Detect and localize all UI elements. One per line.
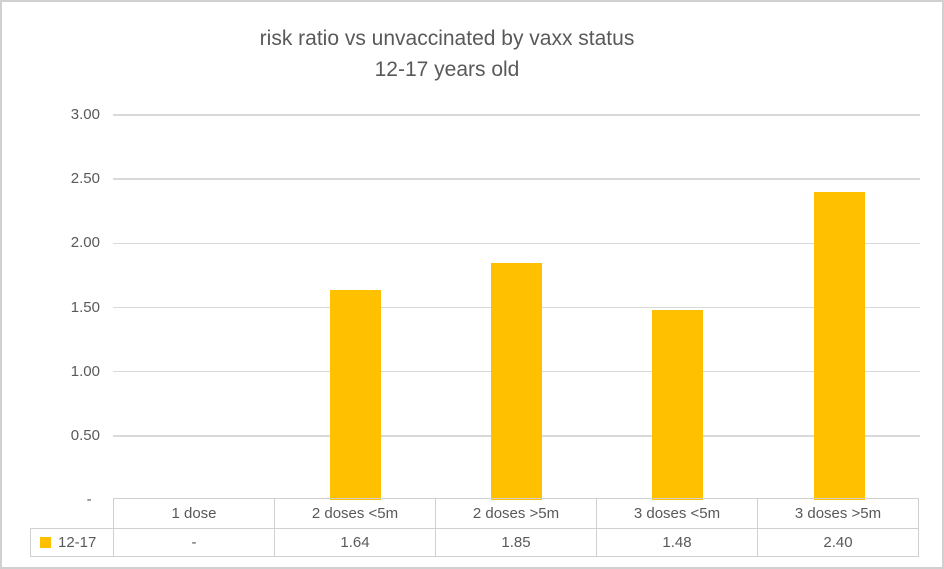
table-row: 12-17-1.64 1.85 1.48 2.40 <box>30 528 919 557</box>
series-color-swatch-icon <box>40 537 51 548</box>
table-header-cell: 2 doses >5m <box>435 498 597 529</box>
table-value-cell: 1.85 <box>435 528 597 557</box>
y-gridline <box>113 242 920 245</box>
table-header-cell: 2 doses <5m <box>274 498 436 529</box>
y-axis-tick-label: 1.00 <box>70 362 100 380</box>
y-axis-tick-label: 1.50 <box>70 298 100 316</box>
table-header-cell: 3 doses <5m <box>596 498 758 529</box>
y-axis-tick-label: 3.00 <box>70 106 100 123</box>
chart-title-line2: 12-17 years old <box>374 58 520 81</box>
table-header-row: 1 dose 2 doses <5m 2 doses >5m 3 doses <5m 3… <box>31 498 919 529</box>
table-header-cell: 3 doses >5m <box>757 498 919 529</box>
legend-key: 12-17 <box>30 528 114 557</box>
y-gridline <box>113 114 920 116</box>
series-name: 12-17 <box>58 534 97 551</box>
table-value-cell: 2.40 <box>757 528 919 557</box>
data-table: 1 dose 2 doses <5m 2 doses >5m 3 doses <5m 3… <box>30 498 919 557</box>
table-corner-blank <box>31 499 114 529</box>
bar-3-doses-5m <box>813 192 865 500</box>
bar-2-doses-5m <box>329 289 381 500</box>
y-axis-tick-label: 2.50 <box>70 170 100 188</box>
table-header-cell: 1 dose <box>113 498 275 529</box>
table-value-cell: 1.48 <box>596 528 758 557</box>
bar-2-doses-5m <box>491 262 542 500</box>
y-axis-tick-label: 0.50 <box>70 426 100 444</box>
bar-3-doses-5m <box>652 310 704 500</box>
y-axis-tick-label: 2.00 <box>70 234 100 252</box>
y-axis-tick-label: - <box>86 491 100 508</box>
y-gridline <box>113 178 920 180</box>
chart-title: risk ratio vs unvaccinated by vaxx statu… <box>2 23 892 85</box>
chart-title-line1: risk ratio vs unvaccinated by vaxx statu… <box>259 27 635 50</box>
table-value-cell: 1.64 <box>274 528 436 557</box>
table-value-cell: - <box>113 528 275 557</box>
